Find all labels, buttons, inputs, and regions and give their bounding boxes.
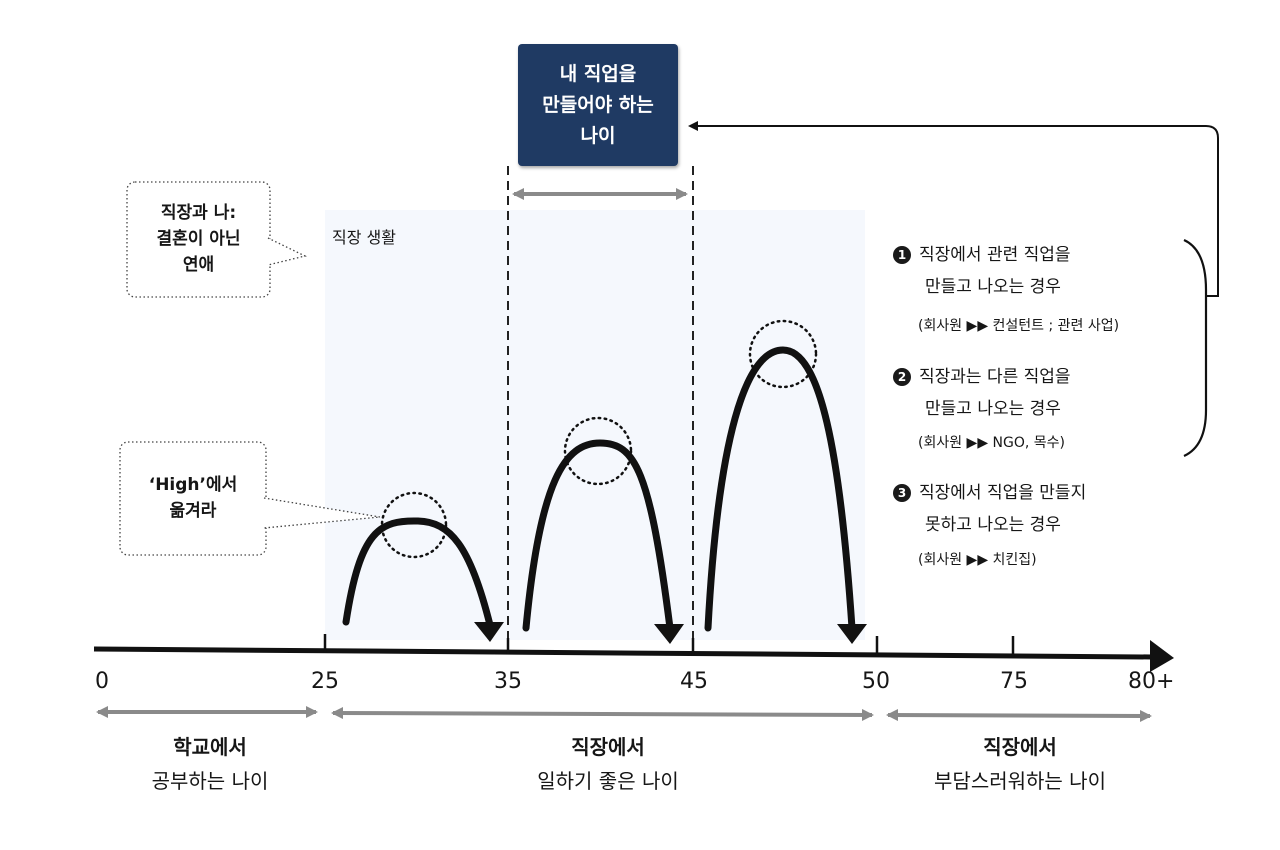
arc-second-job-arrowhead xyxy=(654,624,684,644)
tick-label-45: 45 xyxy=(680,669,708,694)
range-label-work-good: 직장에서 일하기 좋은 나이 xyxy=(498,730,718,798)
option-2-title: 2 직장과는 다른 직업을 xyxy=(893,362,1071,392)
peak-circle-1 xyxy=(380,491,448,559)
option-3-title-line-2: 못하고 나오는 경우 xyxy=(925,515,1061,535)
range-work-good-line-2: 일하기 좋은 나이 xyxy=(537,769,679,793)
high-bubble-text: ‘High’에서 옮겨라 xyxy=(120,472,266,524)
option-2-title-line-2: 만들고 나오는 경우 xyxy=(925,399,1061,419)
arc-third-job xyxy=(704,346,856,632)
option-1-title: 1 직장에서 관련 직업을 xyxy=(893,240,1071,270)
range-work-burden-line-2: 부담스러워하는 나이 xyxy=(934,769,1106,793)
peak-circle-2 xyxy=(563,416,633,486)
relationship-bubble-text: 직장과 나: 결혼이 아닌 연애 xyxy=(127,200,270,278)
option-1-example: (회사원 ▶▶ 컨설턴트 ; 관련 사업) xyxy=(918,318,1120,334)
return-arrow xyxy=(688,121,1219,297)
option-3-title: 3 직장에서 직업을 만들지 xyxy=(893,478,1086,508)
option-3-title-line-1: 직장에서 직업을 만들지 xyxy=(919,483,1087,503)
option-3-example: (회사원 ▶▶ 치킨집) xyxy=(918,552,1037,568)
tick-label-80plus: 80+ xyxy=(1128,669,1175,694)
options-bracket xyxy=(1183,238,1208,458)
range-school-line-2: 공부하는 나이 xyxy=(151,769,269,793)
range-work-burden-line-1: 직장에서 xyxy=(983,735,1057,759)
make-my-job-age-box: 내 직업을 만들어야 하는 나이 xyxy=(518,44,678,166)
arc-second-job xyxy=(522,439,674,632)
tick-label-50: 50 xyxy=(862,669,890,694)
relationship-line-1: 직장과 나: xyxy=(160,203,237,223)
arc-third-job-arrowhead xyxy=(837,624,867,644)
option-1-title-line-2: 만들고 나오는 경우 xyxy=(925,277,1061,297)
work-life-label: 직장 생활 xyxy=(332,228,396,247)
top-box-line-1: 내 직업을 xyxy=(559,62,637,85)
option-2-example: (회사원 ▶▶ NGO, 목수) xyxy=(918,435,1065,451)
option-1-number: 1 xyxy=(893,246,911,264)
top-box-line-2: 만들어야 하는 xyxy=(542,93,654,116)
background-tint xyxy=(325,210,865,640)
peak-circle-3 xyxy=(748,319,818,389)
relationship-line-3: 연애 xyxy=(182,255,215,275)
option-3-number: 3 xyxy=(893,484,911,502)
option-1-title-line-1: 직장에서 관련 직업을 xyxy=(919,245,1071,265)
arc-first-job-arrowhead xyxy=(474,622,504,642)
option-2-number: 2 xyxy=(893,368,911,386)
tick-label-35: 35 xyxy=(494,669,522,694)
range-arrow-work-burden xyxy=(886,709,1152,722)
option-2-title-line-1: 직장과는 다른 직업을 xyxy=(919,367,1071,387)
tick-label-25: 25 xyxy=(311,669,339,694)
relationship-line-2: 결혼이 아닌 xyxy=(156,229,241,249)
top-box-line-3: 나이 xyxy=(580,124,616,147)
range-label-school: 학교에서 공부하는 나이 xyxy=(110,730,310,798)
speech-bubble-relationship xyxy=(126,181,307,298)
range-arrow-work-good xyxy=(331,707,874,721)
tick-label-0: 0 xyxy=(95,669,109,694)
speech-bubble-high xyxy=(119,441,381,556)
range-work-good-line-1: 직장에서 xyxy=(571,735,645,759)
age-axis-arrowhead xyxy=(1150,640,1174,672)
range-label-work-burden: 직장에서 부담스러워하는 나이 xyxy=(900,730,1140,798)
arc-first-job xyxy=(342,517,494,629)
high-line-1: ‘High’에서 xyxy=(148,475,238,495)
high-line-2: 옮겨라 xyxy=(169,501,217,521)
range-school-line-1: 학교에서 xyxy=(173,735,247,759)
tick-label-75: 75 xyxy=(1000,669,1028,694)
age-axis xyxy=(93,646,1153,660)
